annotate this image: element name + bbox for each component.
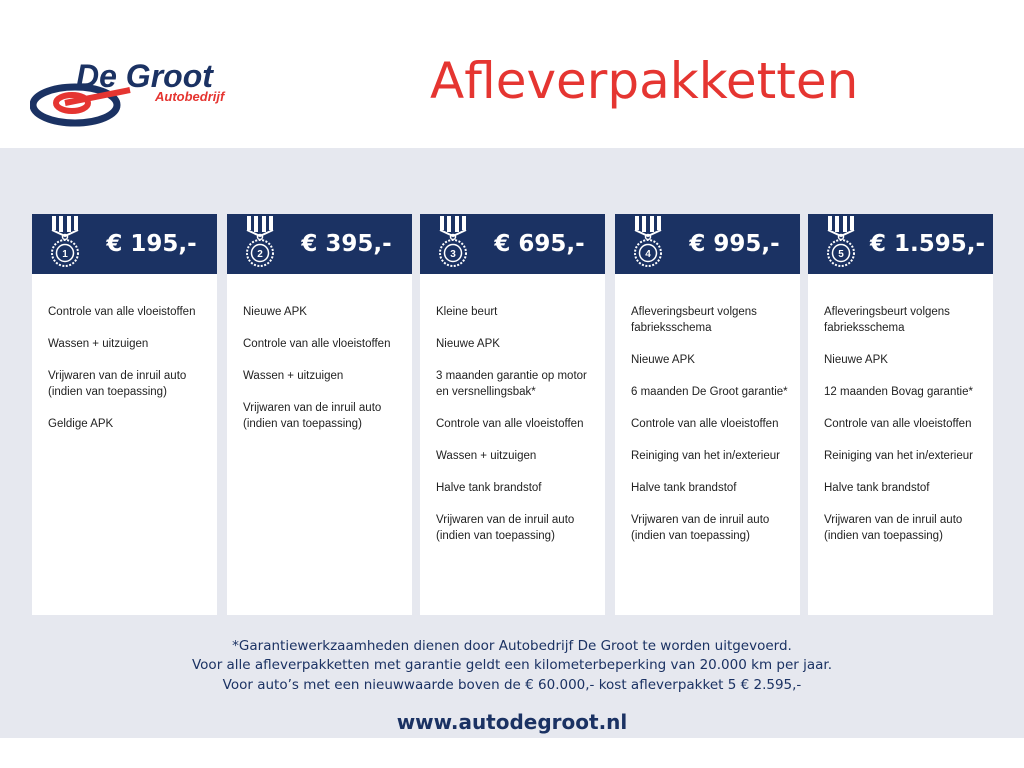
svg-text:5: 5 bbox=[838, 249, 844, 260]
package-item: Controle van alle vloeistoffen bbox=[824, 418, 972, 430]
package-item: Halve tank brandstof bbox=[631, 482, 737, 494]
medal-icon: 2 bbox=[246, 216, 274, 267]
package-item: Wassen + uitzuigen bbox=[48, 338, 149, 350]
package-header: 1 € 195,- bbox=[32, 214, 217, 274]
package-item: Vrijwaren van de inruil auto (indien van… bbox=[436, 514, 575, 542]
medal-icon: 3 bbox=[439, 216, 467, 267]
footer-note: Voor alle afleverpakketten met garantie … bbox=[191, 657, 832, 673]
package-item: Reiniging van het in/exterieur bbox=[631, 450, 780, 462]
page-title: Afleverpakketten bbox=[430, 52, 859, 110]
package-item: Nieuwe APK bbox=[631, 354, 695, 366]
package-item: Wassen + uitzuigen bbox=[436, 450, 537, 462]
package-item: Vrijwaren van de inruil auto (indien van… bbox=[243, 402, 382, 430]
package-card: 3 € 695,- Kleine beurt Nieuwe APK 3 maande… bbox=[420, 214, 605, 615]
package-card: 4 € 995,- Afleveringsbeurt volgens fabri… bbox=[615, 214, 800, 615]
package-item: 12 maanden Bovag garantie* bbox=[824, 386, 973, 398]
svg-text:3: 3 bbox=[450, 249, 456, 260]
logo: De Groot Autobedrijf bbox=[29, 55, 240, 135]
package-price: € 1.595,- bbox=[869, 231, 986, 257]
package-item: Controle van alle vloeistoffen bbox=[243, 338, 391, 350]
package-item: Reiniging van het in/exterieur bbox=[824, 450, 973, 462]
package-item: Halve tank brandstof bbox=[824, 482, 930, 494]
package-item: Vrijwaren van de inruil auto (indien van… bbox=[48, 370, 187, 398]
package-item: Kleine beurt bbox=[436, 306, 498, 318]
package-header: 2 € 395,- bbox=[227, 214, 412, 274]
package-item: Controle van alle vloeistoffen bbox=[631, 418, 779, 430]
medal-icon: 4 bbox=[634, 216, 662, 267]
package-header: 5 € 1.595,- bbox=[808, 214, 993, 274]
svg-text:4: 4 bbox=[645, 249, 651, 260]
package-item: Nieuwe APK bbox=[436, 338, 500, 350]
package-price: € 695,- bbox=[494, 231, 585, 257]
package-item: Nieuwe APK bbox=[243, 306, 307, 318]
package-price: € 995,- bbox=[689, 231, 780, 257]
package-card: 5 € 1.595,- Afleveringsbeurt volgens fab… bbox=[808, 214, 993, 615]
package-price: € 195,- bbox=[106, 231, 197, 257]
package-item: Controle van alle vloeistoffen bbox=[436, 418, 584, 430]
package-header: 4 € 995,- bbox=[615, 214, 800, 274]
package-item: Afleveringsbeurt volgens fabrieksschema bbox=[824, 306, 950, 334]
package-item: Vrijwaren van de inruil auto (indien van… bbox=[631, 514, 770, 542]
package-item: Geldige APK bbox=[48, 418, 114, 430]
footer-note: Voor auto’s met een nieuwwaarde boven de… bbox=[222, 677, 802, 693]
package-item: Controle van alle vloeistoffen bbox=[48, 306, 196, 318]
package-card: 2 € 395,- Nieuwe APK Controle van alle vl… bbox=[227, 214, 412, 615]
package-item: 3 maanden garantie op motor en versnelli… bbox=[436, 370, 587, 398]
medal-icon: 5 bbox=[827, 216, 855, 267]
package-item: Nieuwe APK bbox=[824, 354, 888, 366]
svg-text:De Groot: De Groot bbox=[76, 58, 214, 94]
package-header: 3 € 695,- bbox=[420, 214, 605, 274]
svg-text:1: 1 bbox=[62, 249, 68, 260]
website-link[interactable]: www.autodegroot.nl bbox=[396, 710, 628, 734]
medal-icon: 1 bbox=[51, 216, 79, 267]
svg-text:2: 2 bbox=[257, 249, 263, 260]
package-card: 1 € 195,- Controle van alle vloeistoffen… bbox=[32, 214, 217, 615]
package-item: Halve tank brandstof bbox=[436, 482, 542, 494]
footer-note: *Garantiewerkzaamheden dienen door Autob… bbox=[232, 638, 792, 654]
svg-text:Autobedrijf: Autobedrijf bbox=[154, 89, 226, 104]
package-item: Afleveringsbeurt volgens fabrieksschema bbox=[631, 306, 757, 334]
package-item: Vrijwaren van de inruil auto (indien van… bbox=[824, 514, 963, 542]
package-item: Wassen + uitzuigen bbox=[243, 370, 344, 382]
package-item: 6 maanden De Groot garantie* bbox=[631, 386, 788, 398]
package-price: € 395,- bbox=[301, 231, 392, 257]
